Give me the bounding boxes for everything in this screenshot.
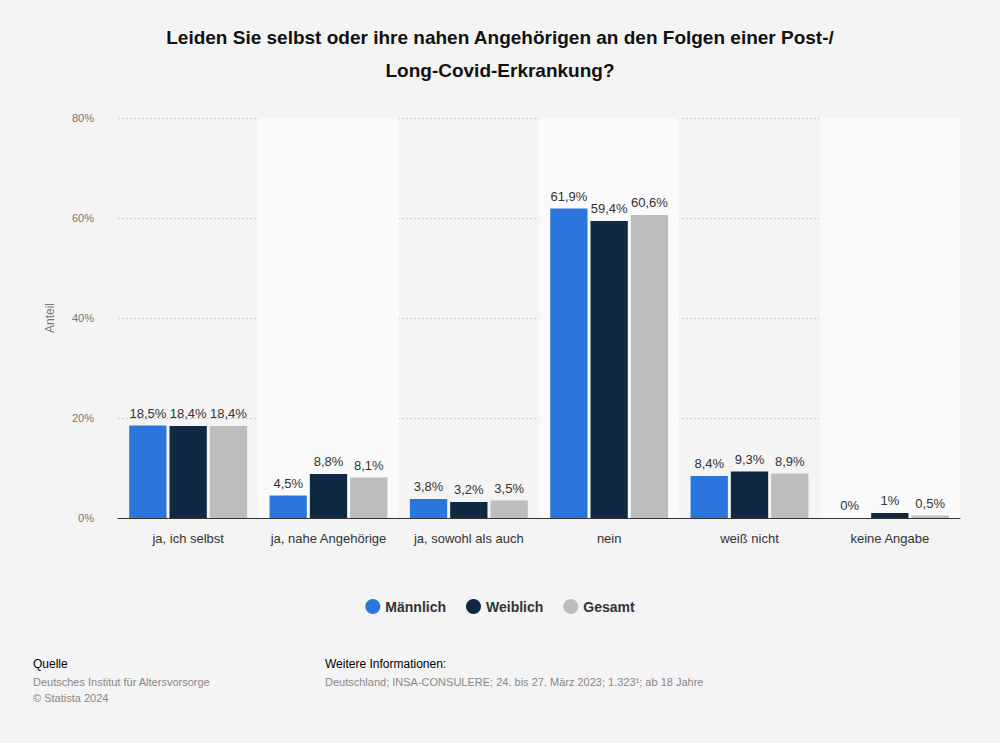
svg-text:Gesamt: Gesamt bbox=[583, 599, 635, 615]
svg-text:ja, ich selbst: ja, ich selbst bbox=[151, 531, 224, 546]
svg-text:80%: 80% bbox=[72, 112, 94, 124]
svg-text:20%: 20% bbox=[72, 412, 94, 424]
svg-text:0%: 0% bbox=[78, 512, 94, 524]
svg-text:Quelle: Quelle bbox=[33, 657, 68, 671]
svg-text:60,6%: 60,6% bbox=[631, 195, 668, 210]
svg-text:3,5%: 3,5% bbox=[494, 481, 524, 496]
svg-text:59,4%: 59,4% bbox=[591, 201, 628, 216]
svg-text:8,9%: 8,9% bbox=[775, 454, 805, 469]
svg-text:Anteil: Anteil bbox=[43, 303, 57, 333]
svg-text:weiß nicht: weiß nicht bbox=[719, 531, 779, 546]
svg-text:nein: nein bbox=[597, 531, 622, 546]
svg-text:3,2%: 3,2% bbox=[454, 482, 484, 497]
svg-text:61,9%: 61,9% bbox=[550, 189, 587, 204]
svg-text:ja, sowohl als auch: ja, sowohl als auch bbox=[413, 531, 524, 546]
svg-text:18,5%: 18,5% bbox=[129, 406, 166, 421]
svg-text:Deutschland; INSA-CONSULERE; 2: Deutschland; INSA-CONSULERE; 24. bis 27.… bbox=[325, 676, 703, 688]
svg-text:keine Angabe: keine Angabe bbox=[850, 531, 929, 546]
svg-text:Long-Covid-Erkrankung?: Long-Covid-Erkrankung? bbox=[385, 60, 614, 81]
svg-text:© Statista 2024: © Statista 2024 bbox=[33, 692, 108, 704]
svg-text:Deutsches Institut für Altersv: Deutsches Institut für Altersvorsorge bbox=[33, 676, 210, 688]
svg-text:18,4%: 18,4% bbox=[210, 406, 247, 421]
svg-text:9,3%: 9,3% bbox=[735, 452, 765, 467]
svg-text:Weitere Informationen:: Weitere Informationen: bbox=[325, 657, 446, 671]
svg-text:0,5%: 0,5% bbox=[915, 496, 945, 511]
svg-text:Leiden Sie selbst oder ihre na: Leiden Sie selbst oder ihre nahen Angehö… bbox=[166, 27, 834, 48]
svg-text:8,1%: 8,1% bbox=[354, 458, 384, 473]
svg-text:40%: 40% bbox=[72, 312, 94, 324]
svg-text:18,4%: 18,4% bbox=[170, 406, 207, 421]
svg-text:Männlich: Männlich bbox=[385, 599, 446, 615]
svg-text:0%: 0% bbox=[840, 498, 859, 513]
svg-text:Weiblich: Weiblich bbox=[486, 599, 543, 615]
svg-text:4,5%: 4,5% bbox=[273, 476, 303, 491]
svg-text:8,4%: 8,4% bbox=[694, 456, 724, 471]
svg-text:ja, nahe Angehörige: ja, nahe Angehörige bbox=[270, 531, 387, 546]
svg-text:1%: 1% bbox=[880, 493, 899, 508]
svg-text:8,8%: 8,8% bbox=[314, 454, 344, 469]
svg-text:60%: 60% bbox=[72, 212, 94, 224]
svg-text:3,8%: 3,8% bbox=[414, 479, 444, 494]
